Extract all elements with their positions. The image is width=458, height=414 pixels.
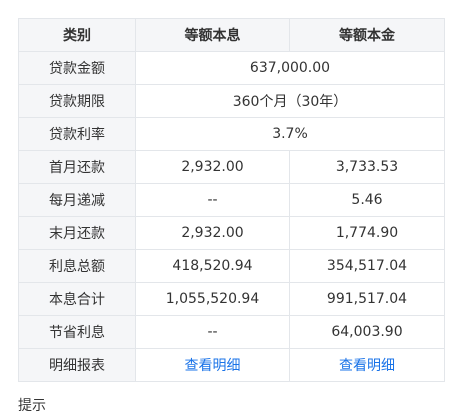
monthly-decrease-equal-installment: -- bbox=[135, 183, 290, 217]
row-label: 本息合计 bbox=[18, 282, 136, 316]
table-row-first-month: 首月还款 2,932.00 3,733.53 bbox=[18, 150, 445, 184]
table-header-row: 类别 等额本息 等额本金 bbox=[18, 18, 445, 52]
row-label: 每月递减 bbox=[18, 183, 136, 217]
partial-hint-text: 提示 bbox=[18, 398, 46, 414]
interest-saved-equal-principal: 64,003.90 bbox=[289, 315, 445, 349]
total-payment-equal-installment: 1,055,520.94 bbox=[135, 282, 290, 316]
table-row-last-month: 末月还款 2,932.00 1,774.90 bbox=[18, 216, 445, 250]
row-label: 首月还款 bbox=[18, 150, 136, 184]
loan-comparison-table: 类别 等额本息 等额本金 贷款金额 637,000.00 贷款期限 360个月（… bbox=[18, 18, 445, 382]
row-label: 贷款利率 bbox=[18, 117, 136, 151]
table-row-interest-rate: 贷款利率 3.7% bbox=[18, 117, 445, 151]
total-payment-equal-principal: 991,517.04 bbox=[289, 282, 445, 316]
monthly-decrease-equal-principal: 5.46 bbox=[289, 183, 445, 217]
row-label: 末月还款 bbox=[18, 216, 136, 250]
table-row-loan-term: 贷款期限 360个月（30年） bbox=[18, 84, 445, 118]
view-details-link-equal-installment[interactable]: 查看明细 bbox=[184, 358, 241, 374]
row-label: 贷款期限 bbox=[18, 84, 136, 118]
details-cell-equal-installment: 查看明细 bbox=[135, 348, 290, 382]
table-row-total-interest: 利息总额 418,520.94 354,517.04 bbox=[18, 249, 445, 283]
loan-term-value: 360个月（30年） bbox=[135, 84, 445, 118]
first-month-equal-installment: 2,932.00 bbox=[135, 150, 290, 184]
last-month-equal-installment: 2,932.00 bbox=[135, 216, 290, 250]
details-cell-equal-principal: 查看明细 bbox=[289, 348, 445, 382]
header-equal-principal: 等额本金 bbox=[289, 18, 445, 52]
table-row-details: 明细报表 查看明细 查看明细 bbox=[18, 348, 445, 382]
row-label: 贷款金额 bbox=[18, 51, 136, 85]
row-label: 利息总额 bbox=[18, 249, 136, 283]
total-interest-equal-principal: 354,517.04 bbox=[289, 249, 445, 283]
table-row-monthly-decrease: 每月递减 -- 5.46 bbox=[18, 183, 445, 217]
interest-rate-value: 3.7% bbox=[135, 117, 445, 151]
last-month-equal-principal: 1,774.90 bbox=[289, 216, 445, 250]
row-label: 节省利息 bbox=[18, 315, 136, 349]
total-interest-equal-installment: 418,520.94 bbox=[135, 249, 290, 283]
table-row-interest-saved: 节省利息 -- 64,003.90 bbox=[18, 315, 445, 349]
interest-saved-equal-installment: -- bbox=[135, 315, 290, 349]
view-details-link-equal-principal[interactable]: 查看明细 bbox=[339, 358, 395, 374]
first-month-equal-principal: 3,733.53 bbox=[289, 150, 445, 184]
table-row-loan-amount: 贷款金额 637,000.00 bbox=[18, 51, 445, 85]
header-category: 类别 bbox=[18, 18, 136, 52]
header-equal-installment: 等额本息 bbox=[135, 18, 290, 52]
row-label: 明细报表 bbox=[18, 348, 136, 382]
table-row-total-payment: 本息合计 1,055,520.94 991,517.04 bbox=[18, 282, 445, 316]
loan-amount-value: 637,000.00 bbox=[135, 51, 445, 85]
